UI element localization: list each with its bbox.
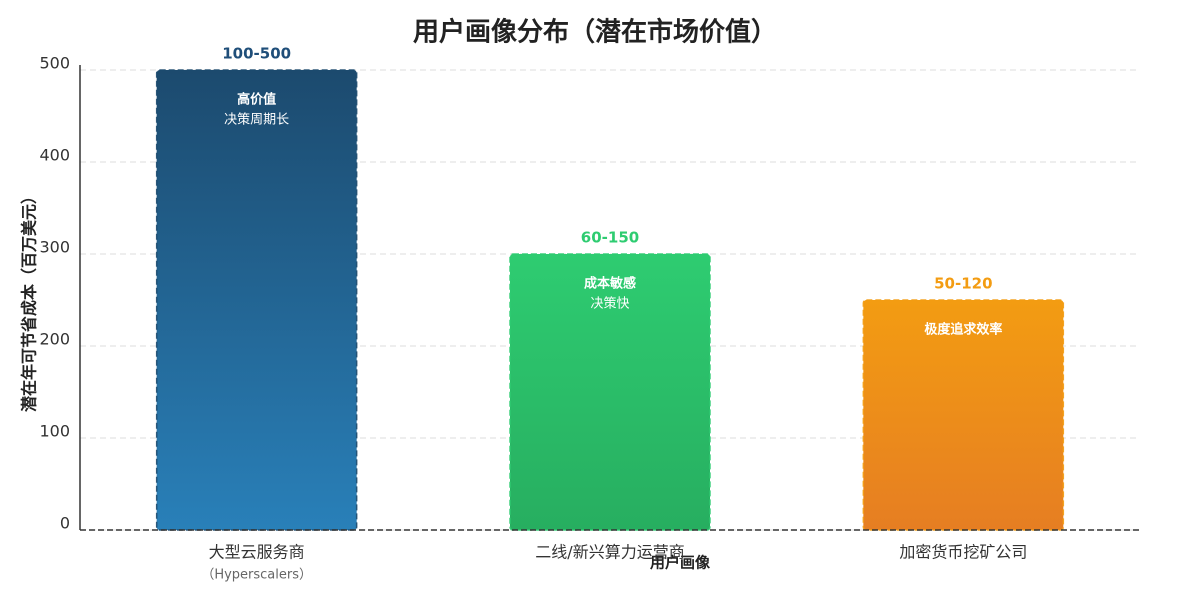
- range-label: 100-500: [222, 45, 291, 63]
- y-tick-label: 200: [39, 330, 70, 349]
- x-axis-label: 用户画像: [650, 554, 711, 572]
- bar-note: 决策快: [590, 296, 629, 312]
- x-tick-label: 加密货币挖矿公司: [899, 543, 1027, 562]
- y-tick-label: 100: [39, 422, 70, 441]
- range-label: 60-150: [581, 229, 639, 247]
- bar-note: 决策周期长: [224, 112, 289, 128]
- bar-note: 成本敏感: [584, 276, 636, 292]
- x-tick-label: 二线/新兴算力运营商: [535, 543, 684, 562]
- x-tick-sublabel: （Hyperscalers）: [201, 568, 312, 583]
- y-tick-label: 0: [60, 514, 70, 533]
- y-tick-label: 500: [39, 54, 70, 73]
- bar: [155, 69, 358, 531]
- range-label: 50-120: [934, 275, 992, 293]
- chart-title: 用户画像分布（潜在市场价值）: [413, 17, 777, 48]
- y-tick-label: 300: [39, 238, 70, 257]
- bar-note: 极度追求效率: [924, 322, 1002, 338]
- bar-note: 高价值: [237, 92, 276, 108]
- x-tick-label: 大型云服务商: [209, 543, 305, 562]
- y-tick-label: 400: [39, 146, 70, 165]
- bar: [509, 253, 711, 531]
- y-axis-label: 潜在年可节省成本（百万美元）: [20, 188, 39, 412]
